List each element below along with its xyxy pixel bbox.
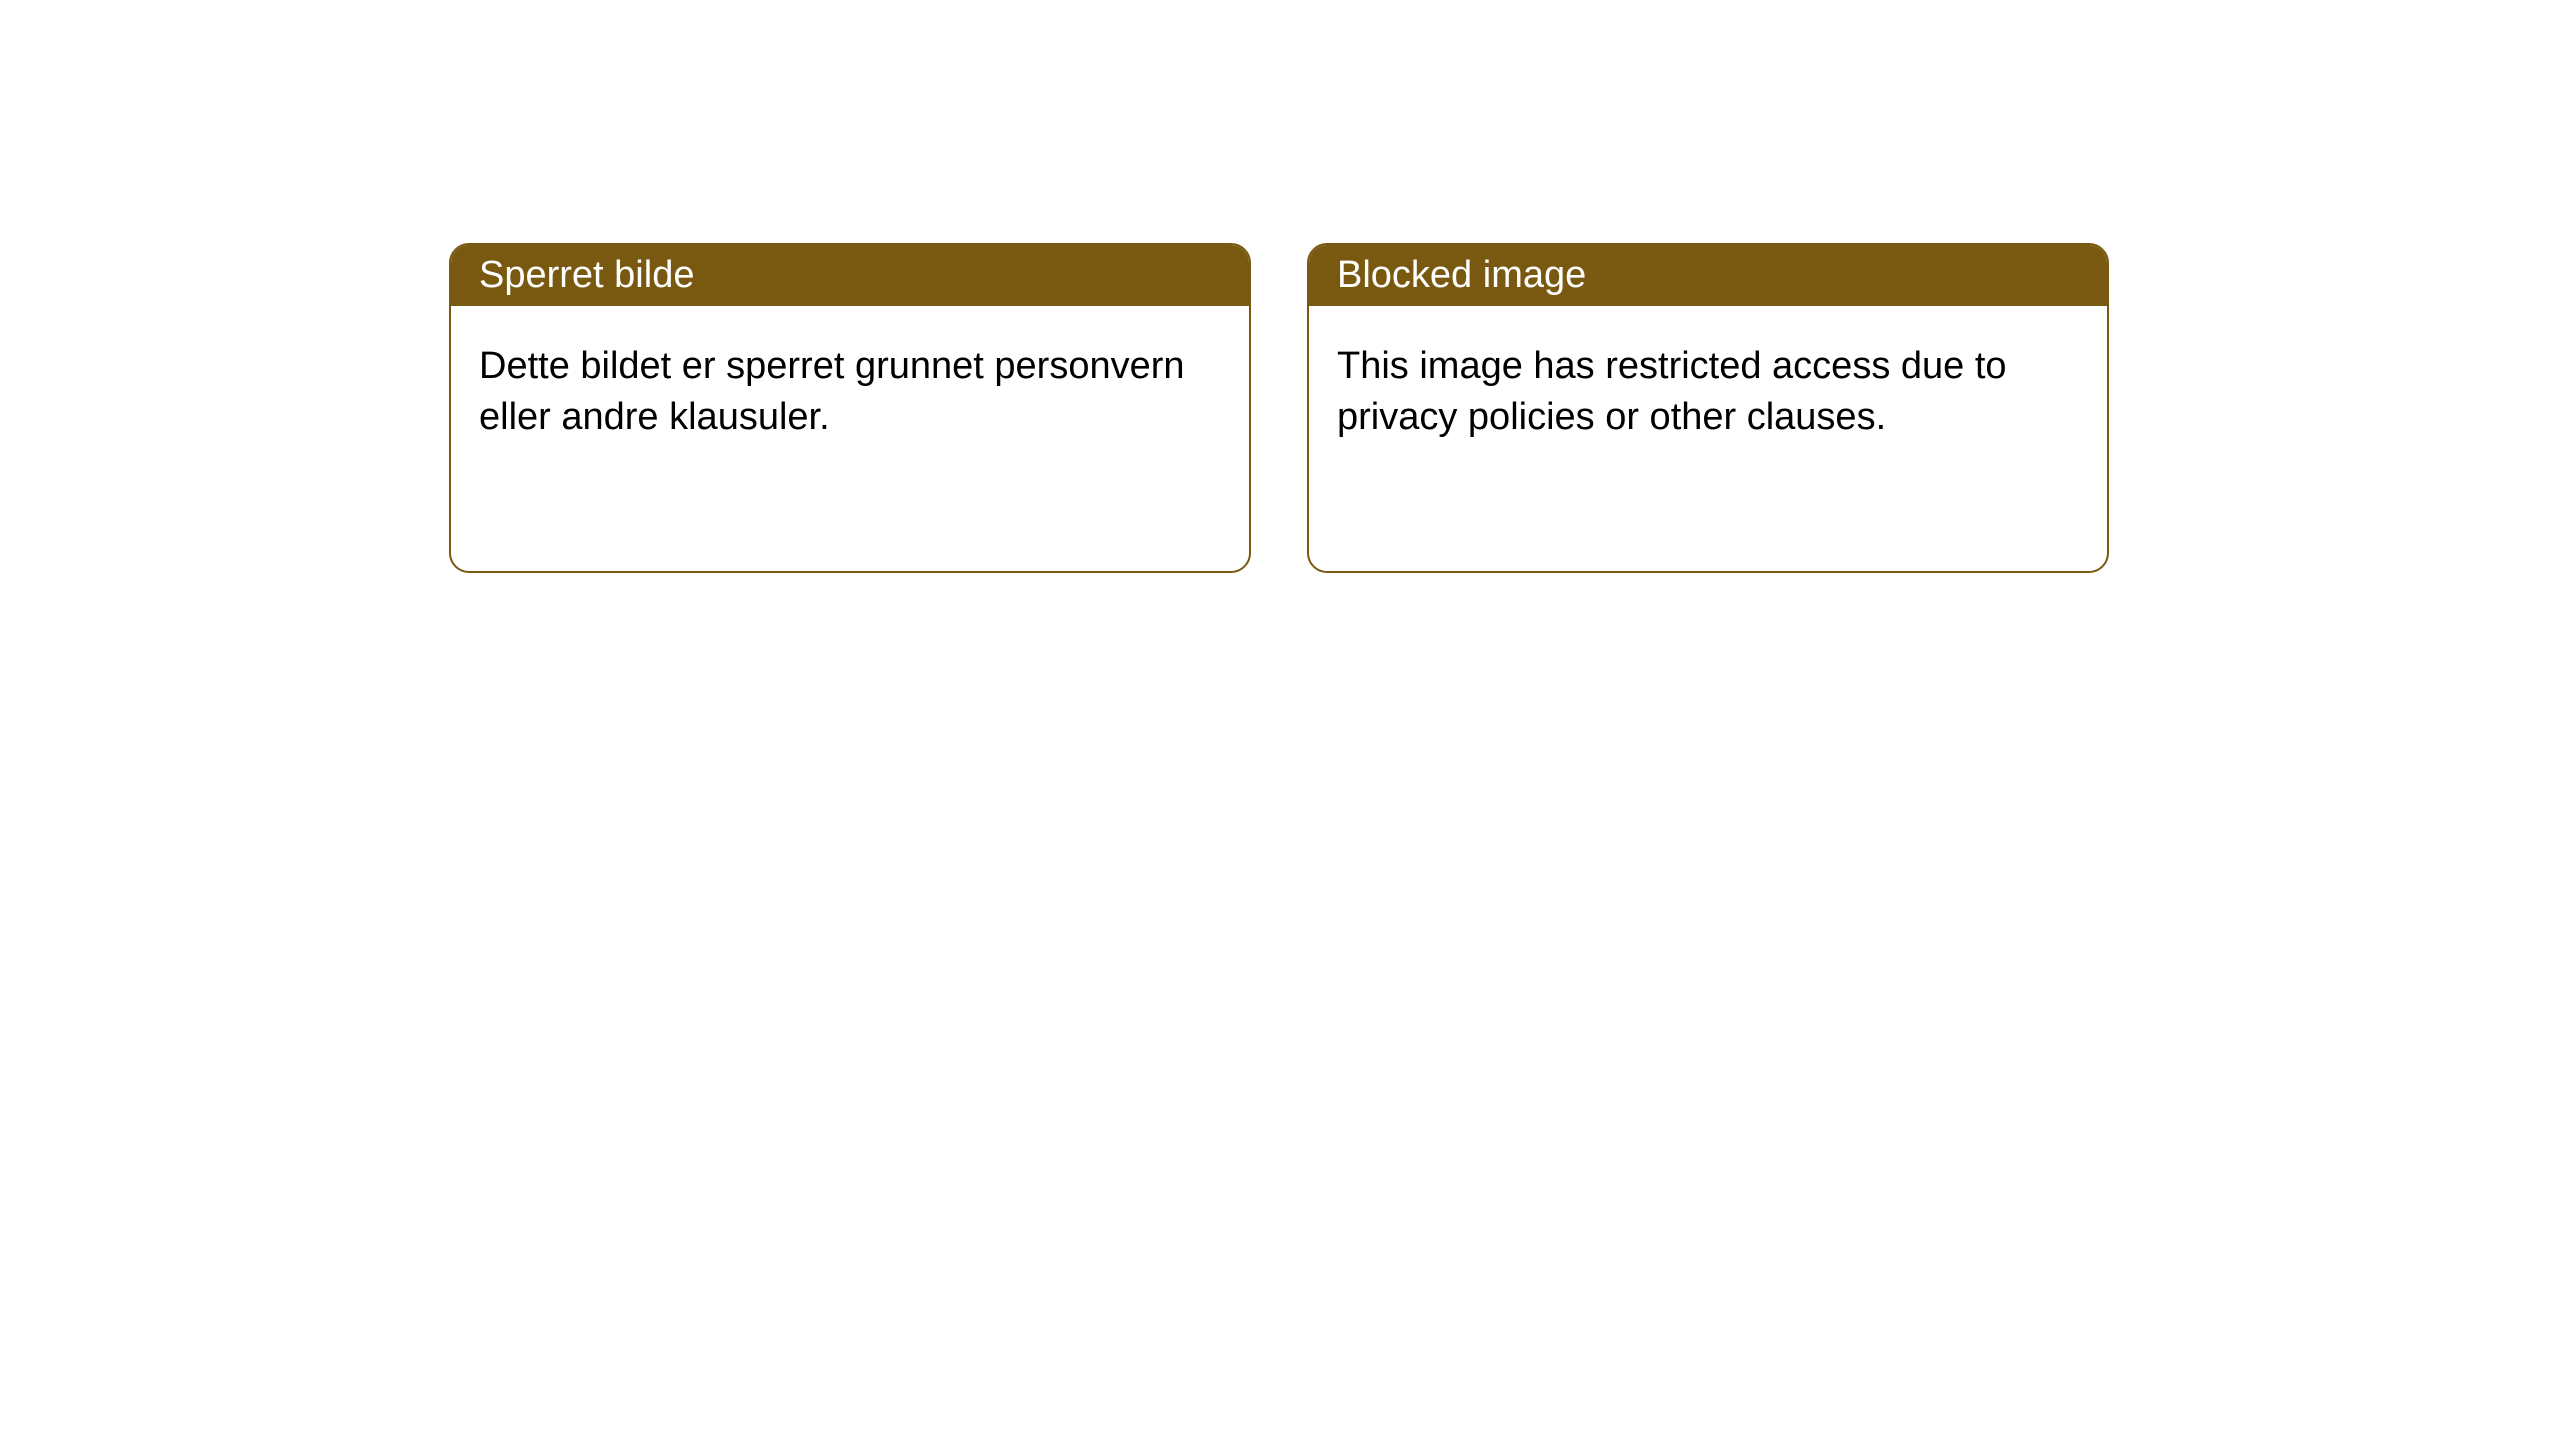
- card-body-text: This image has restricted access due to …: [1337, 345, 2007, 438]
- blocked-image-card-norwegian: Sperret bilde Dette bildet er sperret gr…: [449, 243, 1251, 573]
- card-body: This image has restricted access due to …: [1309, 306, 2107, 571]
- card-title: Blocked image: [1337, 254, 1586, 296]
- card-body-text: Dette bildet er sperret grunnet personve…: [479, 345, 1185, 438]
- blocked-image-card-english: Blocked image This image has restricted …: [1307, 243, 2109, 573]
- card-header: Blocked image: [1309, 245, 2107, 306]
- notice-cards-container: Sperret bilde Dette bildet er sperret gr…: [0, 0, 2560, 573]
- card-body: Dette bildet er sperret grunnet personve…: [451, 306, 1249, 571]
- card-header: Sperret bilde: [451, 245, 1249, 306]
- card-title: Sperret bilde: [479, 254, 694, 296]
